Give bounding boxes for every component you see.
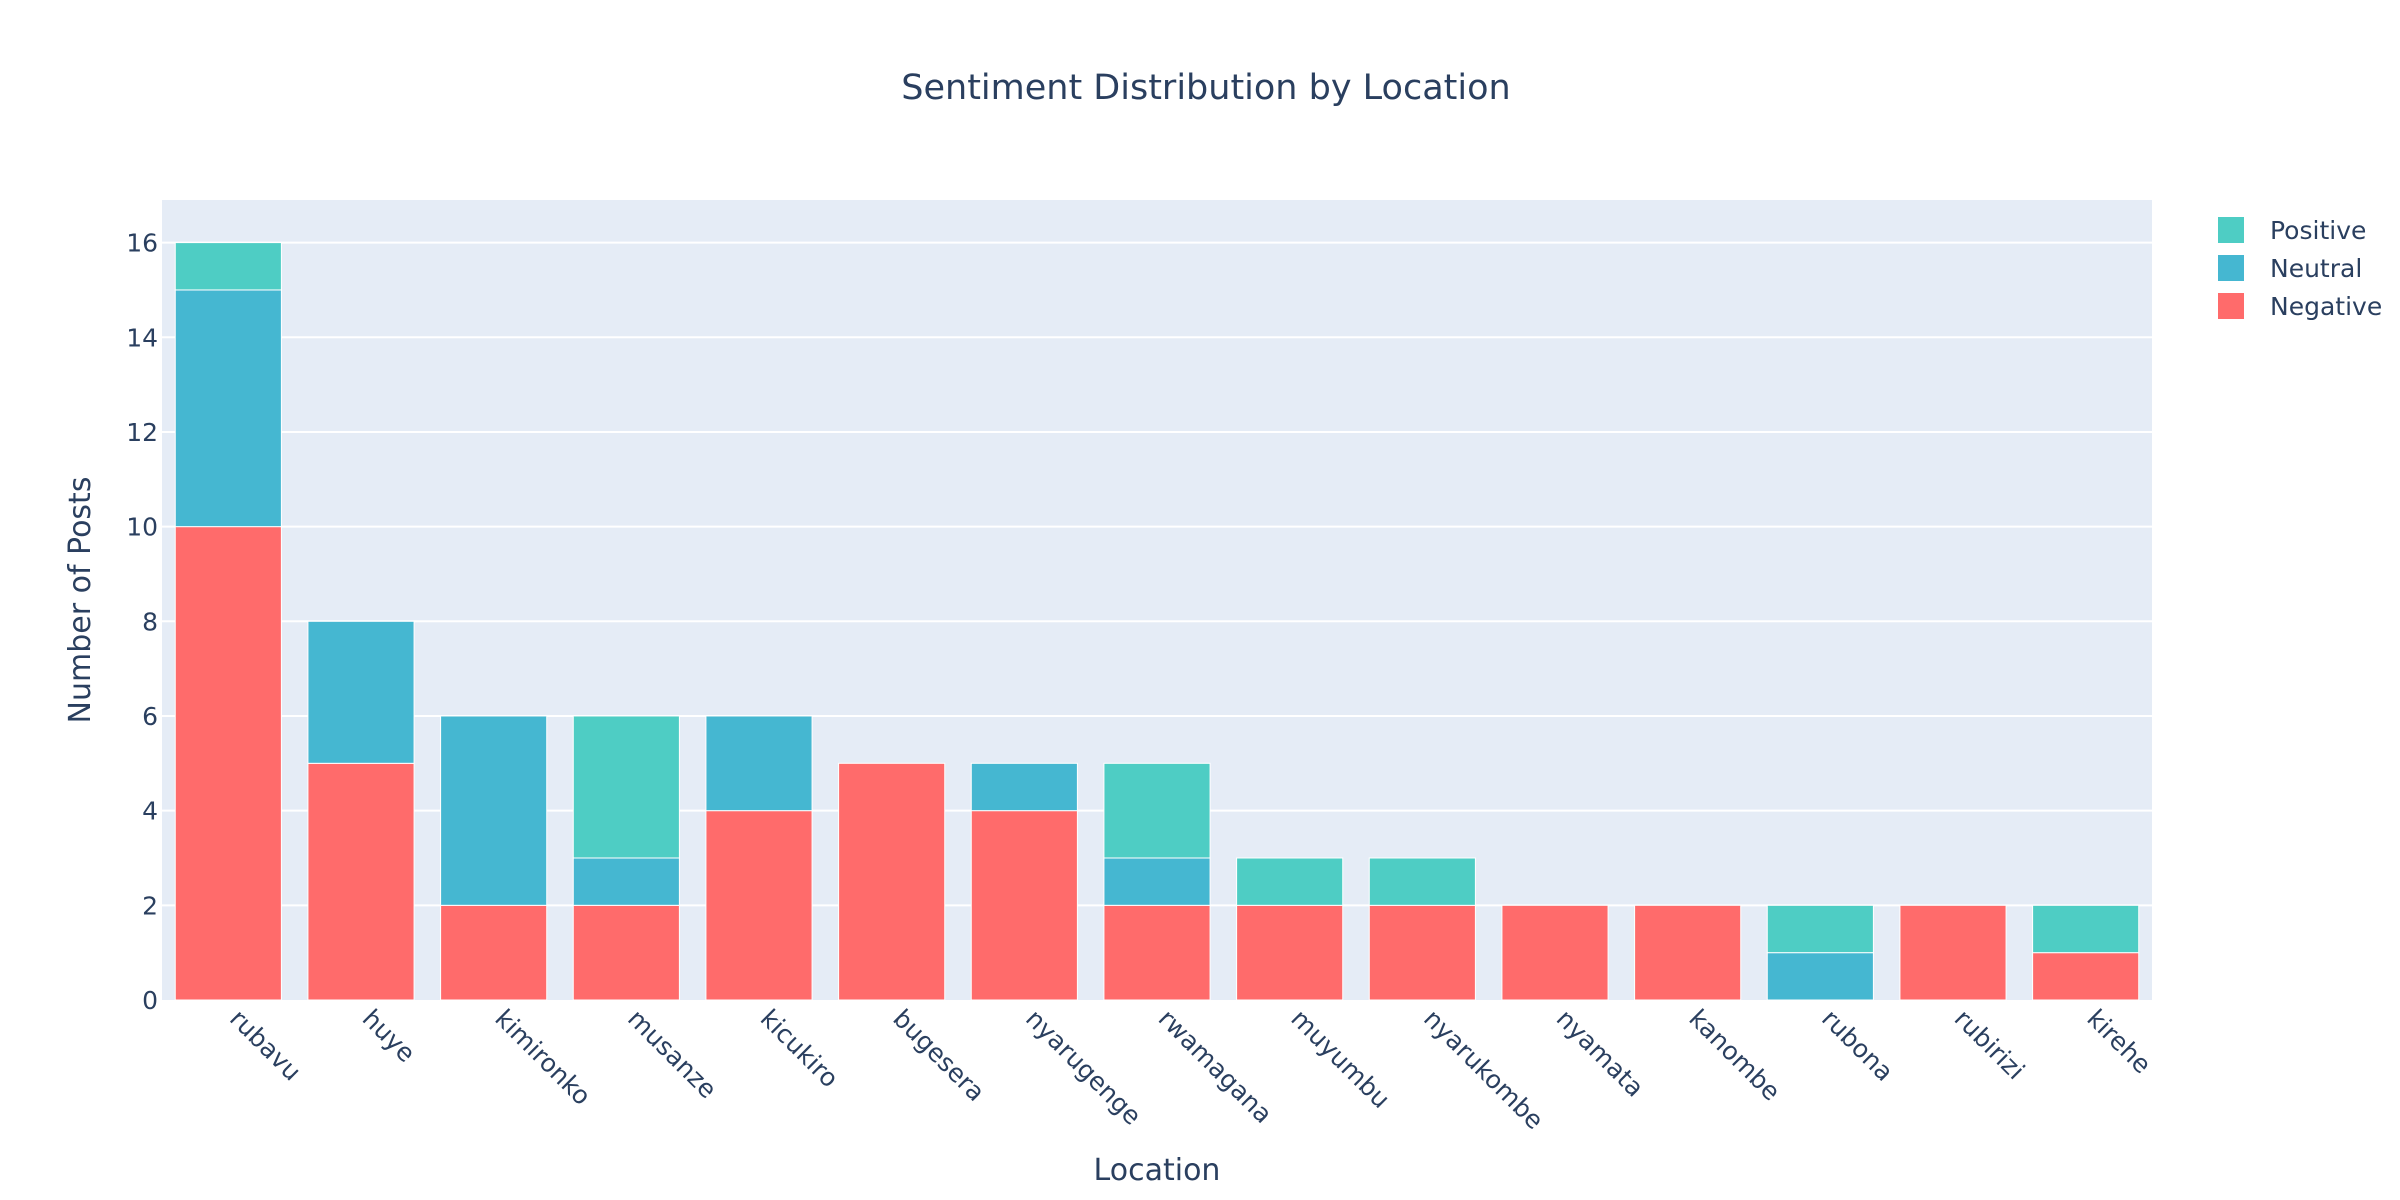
x-tick-label: nyamata [1551,1004,1650,1103]
x-tick-label: kicukiro [755,1004,844,1093]
bar-negative-rubirizi [1899,904,2007,1001]
bar-negative-nyarugenge [970,810,1078,1001]
y-tick-label: 14 [126,323,158,352]
y-tick-label: 2 [142,891,158,920]
bar-negative-kirehe [2032,952,2140,1001]
y-tick-label: 4 [142,797,158,826]
bar-positive-muyumbu [1236,857,1344,906]
bar-negative-kimironko [440,904,548,1001]
x-tick-label: rwamagana [1153,1004,1278,1129]
bar-neutral-rubona [1766,952,1874,1001]
x-tick-label: rubavu [224,1004,307,1087]
x-tick-label: musanze [622,1004,722,1104]
bar-positive-kirehe [2032,904,2140,954]
y-tick-label: 10 [126,513,158,542]
legend-label-positive: Positive [2270,216,2366,245]
bar-positive-nyarukombe [1368,857,1476,906]
bar-negative-nyarukombe [1368,904,1476,1001]
bar-neutral-musanze [572,857,680,906]
bar-positive-musanze [572,715,680,859]
y-tick-label: 12 [126,418,158,447]
bars [174,242,2140,1001]
legend: Positive Neutral Negative [2218,216,2382,321]
y-axis-ticks: 0 2 4 6 8 10 12 14 16 [126,229,158,1015]
bar-negative-muyumbu [1236,904,1344,1001]
x-tick-label: kirehe [2081,1004,2156,1079]
x-tick-label: kimironko [489,1004,596,1111]
bar-positive-rubavu [174,242,282,291]
x-tick-label: bugesera [887,1004,990,1107]
bar-negative-kanombe [1634,904,1742,1001]
bar-neutral-rubavu [174,289,282,528]
x-axis-ticks: rubavu huye kimironko musanze kicukiro bugese… [224,1004,2157,1135]
bar-neutral-huye [307,620,415,764]
bar-negative-musanze [572,904,680,1001]
bar-positive-rwamagana [1103,762,1211,859]
legend-swatch-neutral [2218,255,2244,281]
bar-negative-rwamagana [1103,904,1211,1001]
x-axis-title: Location [1094,1153,1221,1188]
legend-label-neutral: Neutral [2270,254,2362,283]
bar-positive-rubona [1766,904,1874,954]
bar-negative-bugesera [838,762,946,1001]
bar-neutral-nyarugenge [970,762,1078,812]
x-tick-label: nyarukombe [1418,1004,1549,1135]
y-tick-label: 6 [142,702,158,731]
y-tick-label: 0 [142,986,158,1015]
x-tick-label: nyarugenge [1020,1004,1147,1131]
bar-negative-nyamata [1501,904,1609,1001]
y-tick-label: 8 [142,607,158,636]
bar-neutral-kimironko [440,715,548,906]
y-tick-label: 16 [126,229,158,258]
bar-negative-rubavu [174,526,282,1001]
legend-swatch-positive [2218,217,2244,243]
x-tick-label: rubirizi [1949,1004,2030,1085]
bar-neutral-kicukiro [705,715,813,812]
x-tick-label: rubona [1816,1004,1899,1087]
bar-negative-kicukiro [705,810,813,1001]
legend-swatch-negative [2218,293,2244,319]
x-tick-label: huye [357,1004,421,1068]
legend-label-negative: Negative [2270,292,2382,321]
x-tick-label: kanombe [1683,1004,1786,1107]
chart-title: Sentiment Distribution by Location [901,68,1510,108]
bar-neutral-rwamagana [1103,857,1211,906]
y-axis-title: Number of Posts [63,477,98,724]
x-tick-label: muyumbu [1285,1004,1395,1114]
bar-negative-huye [307,762,415,1001]
